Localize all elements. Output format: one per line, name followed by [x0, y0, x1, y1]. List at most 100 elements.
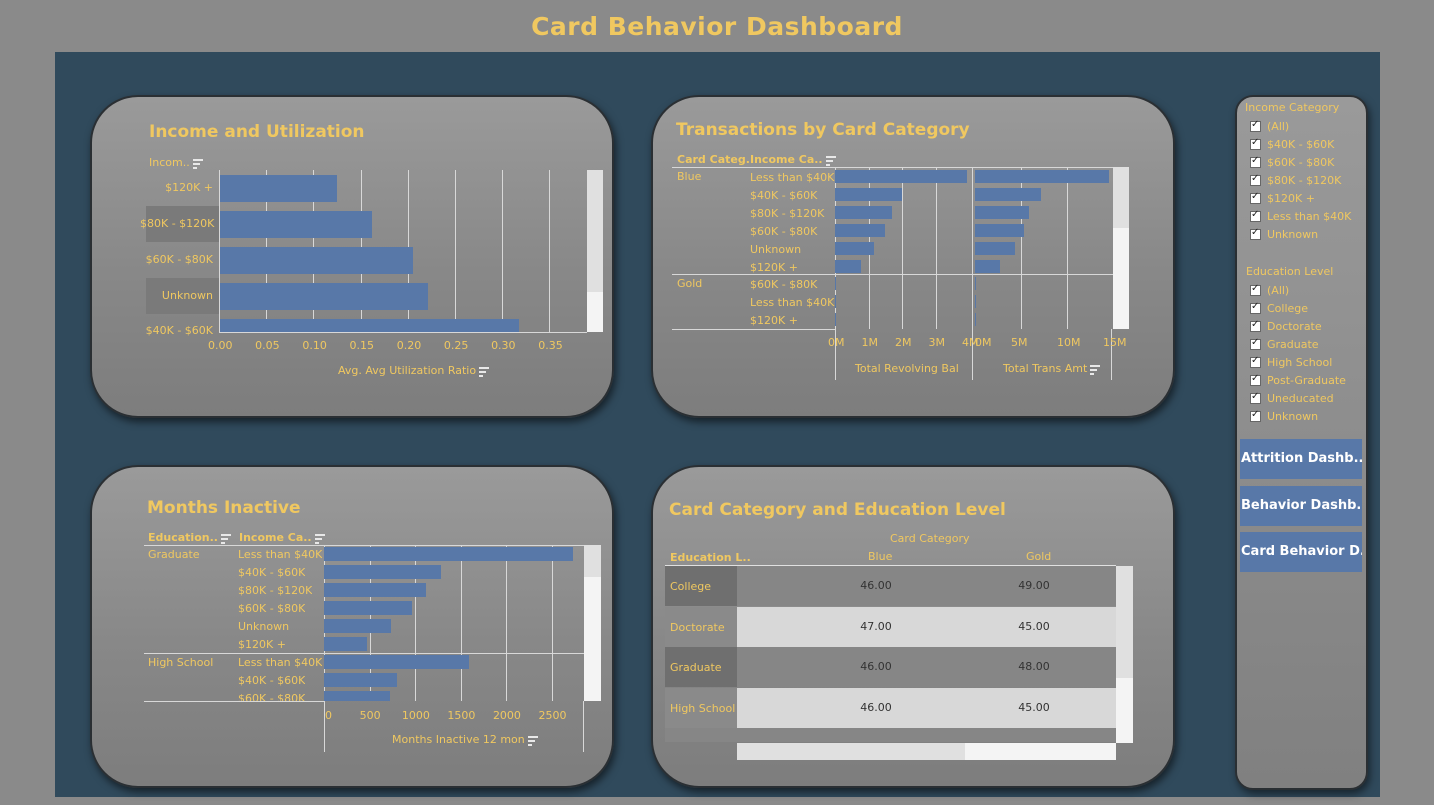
utilization-bar[interactable] [219, 247, 414, 274]
income-filter-option-label: (All) [1267, 119, 1290, 133]
education-filter-option[interactable]: (All) [1250, 282, 1289, 298]
months-inactive-bar[interactable] [324, 583, 426, 597]
x-tick-label: 2500 [538, 709, 567, 722]
months-inactive-scroll-thumb[interactable] [584, 545, 601, 577]
education-filter-option[interactable]: Unknown [1250, 408, 1318, 424]
income-row-label: Unknown [238, 620, 290, 633]
income-row-label: $60K - $80K [145, 253, 213, 266]
revolving-bal-bar[interactable] [835, 206, 892, 219]
months-inactive-bar[interactable] [324, 547, 573, 561]
checkbox[interactable] [1250, 283, 1261, 296]
column-header-gold: Gold [1026, 550, 1052, 563]
months-inactive-bar[interactable] [324, 655, 469, 669]
months-inactive-bar[interactable] [324, 601, 413, 615]
trans-amt-bar[interactable] [975, 277, 977, 290]
behavior-dashboard-button[interactable]: Behavior Dashb... [1240, 486, 1362, 526]
x-tick-label: 500 [359, 709, 381, 722]
trans-amt-bar[interactable] [975, 313, 976, 326]
income-utilization-scroll-thumb[interactable] [587, 170, 603, 292]
utilization-bar[interactable] [219, 319, 520, 332]
education-filter-option[interactable]: Uneducated [1250, 390, 1334, 406]
cell-blue: 47.00 [860, 619, 892, 633]
cell-gold: 45.00 [1018, 619, 1050, 633]
checkbox[interactable] [1250, 209, 1261, 222]
income-column-header[interactable]: Incom.. [149, 156, 203, 169]
education-filter-option[interactable]: High School [1250, 354, 1332, 370]
utilization-bar[interactable] [219, 283, 429, 310]
income-filter-option[interactable]: Unknown [1250, 226, 1318, 242]
trans-amt-bar[interactable] [975, 260, 1000, 273]
trans-amt-bar[interactable] [975, 188, 1042, 201]
income-category-column-header[interactable]: Income Ca.. [239, 531, 325, 544]
checkbox[interactable] [1250, 137, 1261, 150]
checkbox[interactable] [1250, 119, 1261, 132]
cell-blue: 46.00 [860, 579, 892, 592]
table-row-partial [665, 728, 1116, 742]
row-label: Doctorate [670, 620, 725, 634]
checkbox[interactable] [1250, 391, 1261, 404]
trans-amt-bar[interactable] [975, 242, 1015, 255]
trans-amt-bar[interactable] [975, 224, 1024, 237]
checkbox[interactable] [1250, 191, 1261, 204]
trans-amt-bar[interactable] [975, 206, 1030, 219]
card-behavior-dashboard-button[interactable]: Card Behavior D... [1240, 532, 1362, 572]
checkbox[interactable] [1250, 155, 1261, 168]
checkbox[interactable] [1250, 373, 1261, 386]
education-filter-option[interactable]: College [1250, 300, 1308, 316]
education-filter-option[interactable]: Doctorate [1250, 318, 1322, 334]
sort-icon[interactable] [527, 735, 538, 746]
checkbox[interactable] [1250, 319, 1261, 332]
sort-icon[interactable] [220, 533, 231, 544]
transactions-scroll-thumb[interactable] [1113, 167, 1129, 228]
income-filter-option[interactable]: (All) [1250, 118, 1289, 134]
education-column-header[interactable]: Education.. [148, 531, 231, 544]
sort-icon[interactable] [479, 366, 490, 377]
cell-gold: 45.00 [1018, 700, 1050, 714]
revolving-bal-bar[interactable] [835, 313, 836, 326]
sort-icon[interactable] [192, 158, 203, 169]
income-row-label: $120K + [238, 638, 286, 651]
education-filter-option[interactable]: Post-Graduate [1250, 372, 1346, 388]
card-education-vscroll-thumb[interactable] [1116, 566, 1133, 678]
checkbox[interactable] [1250, 409, 1261, 422]
months-inactive-bar[interactable] [324, 691, 391, 701]
sort-icon[interactable] [314, 533, 325, 544]
education-filter-title: Education Level [1246, 265, 1334, 278]
gridline [454, 170, 456, 332]
income-row-label: $60K - $80K [750, 278, 818, 291]
checkbox[interactable] [1250, 227, 1261, 240]
revolving-bal-bar[interactable] [835, 242, 874, 255]
income-filter-option[interactable]: $40K - $60K [1250, 136, 1334, 152]
education-filter-option[interactable]: Graduate [1250, 336, 1319, 352]
checkbox[interactable] [1250, 355, 1261, 368]
months-inactive-bar[interactable] [324, 637, 367, 651]
revolving-bal-bar[interactable] [835, 260, 862, 273]
trans-amt-bar[interactable] [975, 295, 977, 308]
sort-icon[interactable] [1090, 364, 1101, 375]
months-inactive-bar[interactable] [324, 619, 392, 633]
income-filter-option[interactable]: $80K - $120K [1250, 172, 1341, 188]
months-inactive-bar[interactable] [324, 673, 397, 687]
months-inactive-bar[interactable] [324, 565, 442, 579]
card-education-hscroll-thumb[interactable] [737, 743, 965, 760]
revolving-bal-bar[interactable] [835, 170, 968, 183]
revolving-bal-bar[interactable] [835, 188, 902, 201]
months-inactive-scrollbar[interactable] [584, 545, 601, 701]
revolving-bal-bar[interactable] [835, 277, 837, 290]
revolving-bal-bar[interactable] [835, 224, 886, 237]
sort-icon[interactable] [825, 155, 836, 166]
attrition-dashboard-button[interactable]: Attrition Dashb... [1240, 439, 1362, 479]
income-filter-option[interactable]: $60K - $80K [1250, 154, 1334, 170]
income-filter-option[interactable]: $120K + [1250, 190, 1315, 206]
income-filter-option[interactable]: Less than $40K [1250, 208, 1351, 224]
revolving-bal-bar[interactable] [835, 295, 836, 308]
income-category-column-header[interactable]: Income Ca.. [750, 153, 836, 166]
checkbox[interactable] [1250, 337, 1261, 350]
checkbox[interactable] [1250, 301, 1261, 314]
months-inactive-axis-title: Months Inactive 12 mon [392, 733, 538, 746]
income-row-label: $80K - $120K [140, 217, 215, 230]
trans-amt-bar[interactable] [975, 170, 1110, 183]
utilization-bar[interactable] [219, 175, 337, 202]
utilization-bar[interactable] [219, 211, 372, 238]
checkbox[interactable] [1250, 173, 1261, 186]
